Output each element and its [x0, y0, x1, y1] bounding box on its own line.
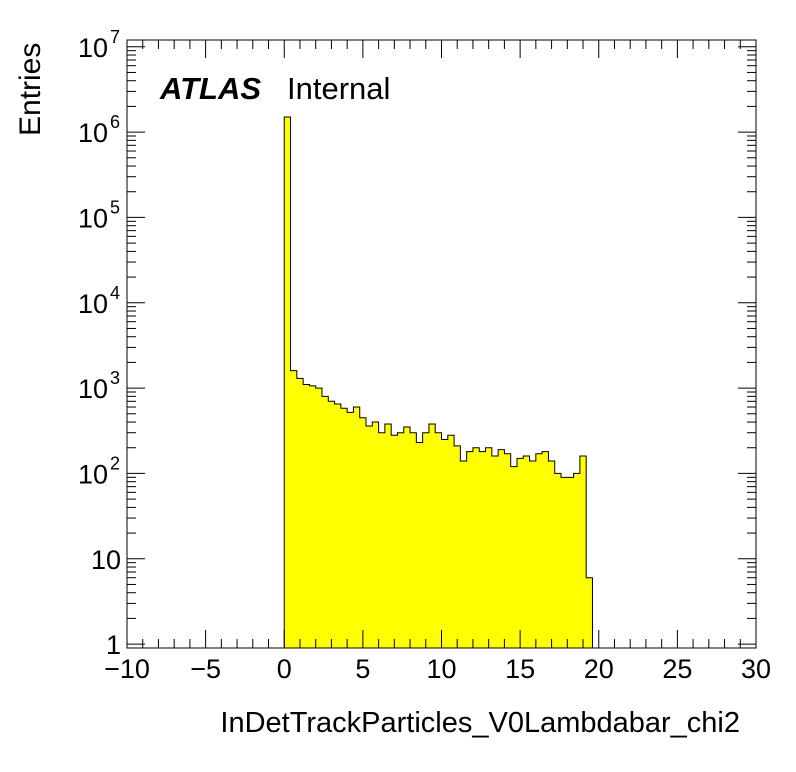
plot-frame [126, 39, 757, 649]
x-tick-label: 10 [426, 654, 456, 684]
x-tick-label: 20 [584, 654, 614, 684]
x-tick-label: 5 [355, 654, 370, 684]
y-tick-label: 1 [106, 630, 121, 660]
x-tick-label: 25 [662, 654, 692, 684]
histogram-bar [542, 451, 549, 648]
histogram-bar [372, 422, 379, 648]
histogram-outline [283, 116, 593, 648]
histogram-bar [460, 460, 468, 648]
y-tick-exponent: 2 [110, 453, 120, 473]
x-tick-label: 0 [277, 654, 292, 684]
histogram-bar [378, 432, 386, 648]
histogram-bar [384, 423, 392, 648]
y-tick-exponent: 4 [110, 283, 120, 303]
histogram-bar [472, 447, 480, 648]
histogram-bar [410, 432, 417, 648]
x-axis-label: InDetTrackParticles_V0Lambdabar_chi2 [220, 707, 740, 739]
histogram-bar [290, 370, 298, 648]
histogram-bar [428, 423, 436, 648]
x-tick-label: 15 [505, 654, 535, 684]
histogram-layer [283, 116, 593, 648]
y-tick-label: 10 [78, 289, 108, 319]
histogram-bar [523, 456, 530, 648]
histogram-bar [416, 442, 424, 648]
histogram-bar [479, 451, 486, 648]
histogram-bar [573, 473, 581, 648]
histogram-bar [586, 577, 593, 648]
histogram-bar [366, 425, 373, 648]
histogram-bar [561, 477, 568, 648]
histogram-bar [466, 451, 474, 648]
atlas-label: ATLAS [159, 71, 261, 106]
y-tick-label: 10 [78, 459, 108, 489]
histogram-bar [296, 378, 304, 648]
x-tick-label: 30 [741, 654, 771, 684]
histogram-bar [321, 396, 329, 648]
histogram-bar [397, 432, 405, 648]
histogram-bar [435, 432, 442, 648]
histogram-bar [309, 385, 317, 648]
histogram-bar [422, 432, 430, 648]
histogram-bar [491, 456, 499, 648]
y-tick-exponent: 5 [110, 197, 120, 217]
y-axis-label: Entries [14, 43, 47, 136]
histogram-bar [403, 427, 411, 648]
histogram-bar [567, 477, 574, 648]
y-tick-label: 10 [78, 33, 108, 63]
y-tick-exponent: 6 [110, 112, 120, 132]
histogram-bar [516, 458, 524, 648]
histogram-bar [315, 388, 323, 648]
y-tick-label: 10 [78, 118, 108, 148]
histogram-bar [391, 435, 398, 648]
histogram-bar [535, 453, 543, 648]
histogram-bar [498, 449, 505, 648]
histogram-bar [454, 445, 461, 648]
x-tick-label: −10 [104, 654, 150, 684]
x-tick-label: −5 [190, 654, 221, 684]
histogram-bar [303, 384, 310, 648]
status-label: Internal [287, 71, 390, 106]
y-tick-label: 10 [78, 374, 108, 404]
axis-ticks [126, 40, 757, 648]
histogram-bar [548, 460, 556, 648]
histogram-bar [328, 401, 335, 648]
histogram-bar [529, 460, 537, 648]
histogram-bar [510, 466, 518, 648]
histogram-bar [504, 453, 512, 648]
x-tick-labels: −10 −5 0 5 10 15 20 25 30 [104, 654, 771, 684]
histogram-bar [334, 404, 342, 648]
histogram-bar [284, 117, 291, 648]
histogram-bar [579, 456, 587, 648]
histogram-bar [347, 412, 354, 648]
y-tick-exponent: 7 [110, 27, 120, 47]
y-tick-exponent: 3 [110, 368, 120, 388]
histogram-bar [353, 407, 361, 648]
histogram-bar [359, 417, 367, 648]
histogram-bar [441, 439, 449, 648]
histogram-bar [447, 435, 455, 648]
histogram-bar [340, 408, 348, 648]
y-tick-label: 10 [91, 545, 121, 575]
y-tick-label: 10 [78, 203, 108, 233]
histogram-bar [485, 447, 493, 648]
histogram-bar [554, 473, 562, 648]
